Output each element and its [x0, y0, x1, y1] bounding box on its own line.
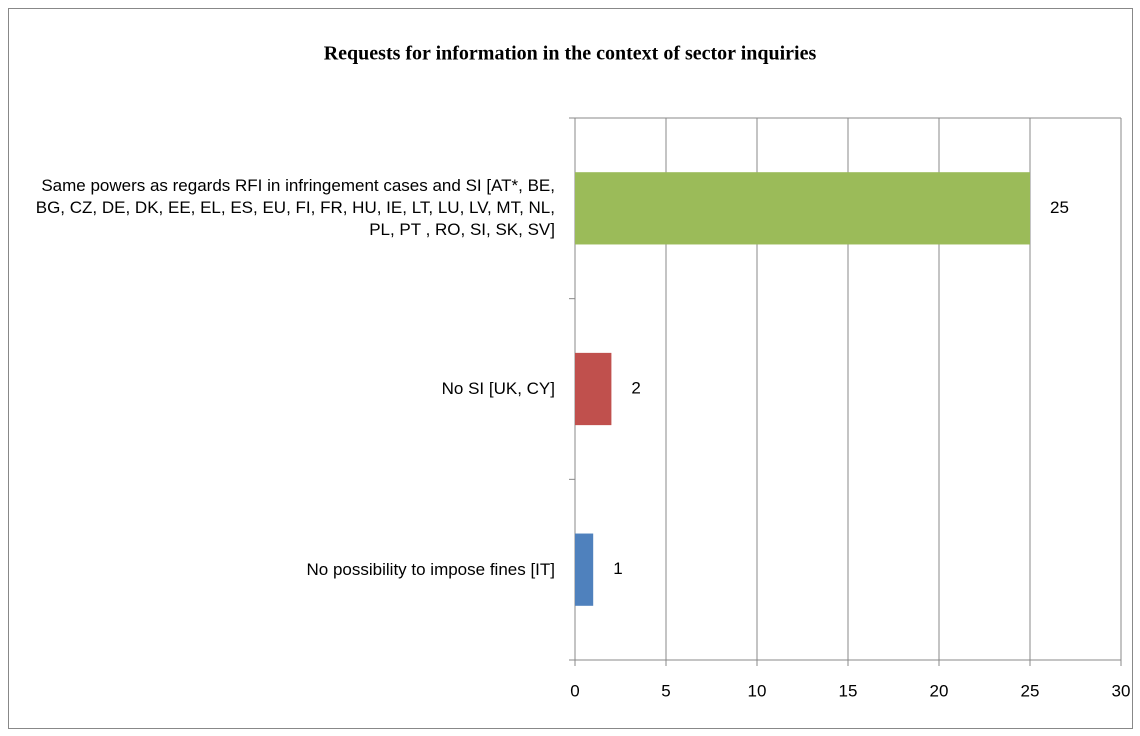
data-label: 1 [613, 559, 622, 578]
data-label: 2 [631, 378, 640, 397]
y-tick-label: No possibility to impose fines [IT] [15, 479, 555, 660]
bar [575, 352, 612, 426]
chart-title: Requests for information in the context … [324, 43, 817, 65]
x-tick-label: 30 [1112, 681, 1131, 700]
bar [575, 533, 594, 606]
category-text: No possibility to impose fines [IT] [306, 559, 555, 579]
y-tick-label: Same powers as regards RFI in infringeme… [15, 118, 555, 299]
x-tick-label: 20 [930, 681, 949, 700]
bar [575, 172, 1030, 245]
y-tick-label: No SI [UK, CY] [15, 299, 555, 480]
x-tick-label: 10 [748, 681, 767, 700]
category-text: Same powers as regards RFI in infringeme… [35, 176, 555, 240]
x-tick-label: 15 [839, 681, 858, 700]
chart-border [8, 8, 1133, 729]
x-tick-label: 0 [570, 681, 579, 700]
category-text: No SI [UK, CY] [441, 378, 555, 398]
data-label: 25 [1050, 198, 1069, 217]
x-tick-label: 25 [1021, 681, 1040, 700]
x-tick-label: 5 [661, 681, 670, 700]
